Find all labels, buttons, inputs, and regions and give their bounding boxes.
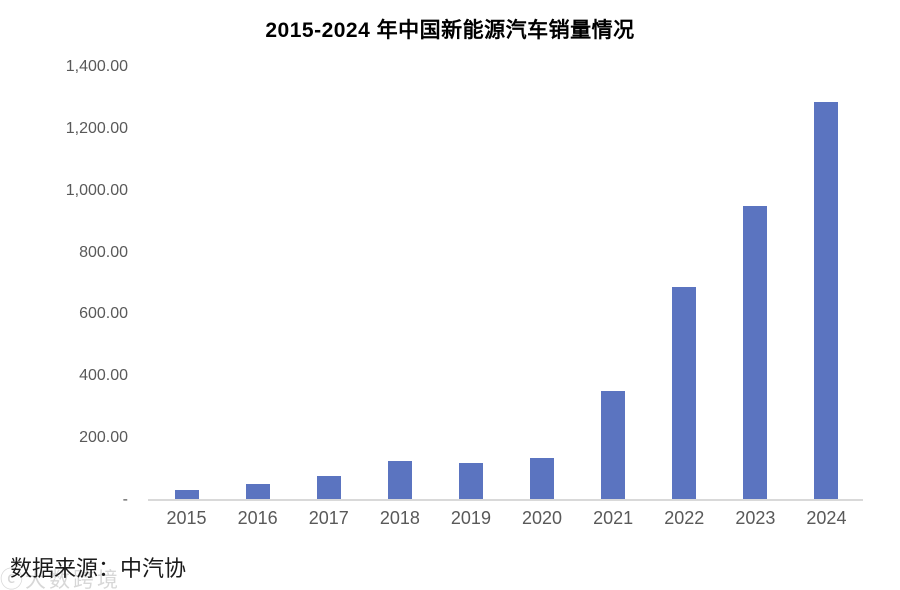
y-tick-label: 400.00 [79,367,128,385]
y-tick-label: 1,400.00 [65,58,128,75]
bar-2015 [174,489,199,500]
x-tick-label: 2015 [166,508,207,528]
bar-2020 [530,457,555,500]
bar-2021 [601,391,626,500]
bar-2023 [743,206,768,500]
bar-2024 [814,102,839,500]
bar-2022 [672,286,697,500]
source-note: 数据来源：中汽协 [10,556,187,581]
watermark-logo-icon: ⓒ [0,566,23,590]
x-tick-label: 2016 [237,508,278,528]
bar-2016 [245,484,270,500]
x-tick-label: 2023 [735,508,776,528]
y-tick-label: 800.00 [79,243,128,261]
bar-2019 [458,462,483,500]
y-tick-label: - [122,491,128,508]
bar-2018 [387,461,412,500]
y-tick-label: 600.00 [79,305,128,323]
watermark: ⓒ大数跨境 [0,560,121,590]
y-tick-label: 1,200.00 [65,119,128,137]
x-tick-label: 2017 [308,508,349,528]
y-tick-label: 1,000.00 [65,181,128,199]
x-tick-label: 2024 [806,508,847,528]
bar-2017 [316,475,341,500]
x-tick-label: 2020 [522,508,563,528]
chart-title: 2015-2024 年中国新能源汽车销量情况 [265,19,635,42]
y-tick-label: 200.00 [79,429,128,447]
x-tick-label: 2019 [450,508,491,528]
x-tick-label: 2018 [379,508,420,528]
x-tick-label: 2022 [664,508,705,528]
x-tick-label: 2021 [593,508,634,528]
watermark-text: 大数跨境 [25,569,121,590]
x-axis-line [148,499,863,501]
